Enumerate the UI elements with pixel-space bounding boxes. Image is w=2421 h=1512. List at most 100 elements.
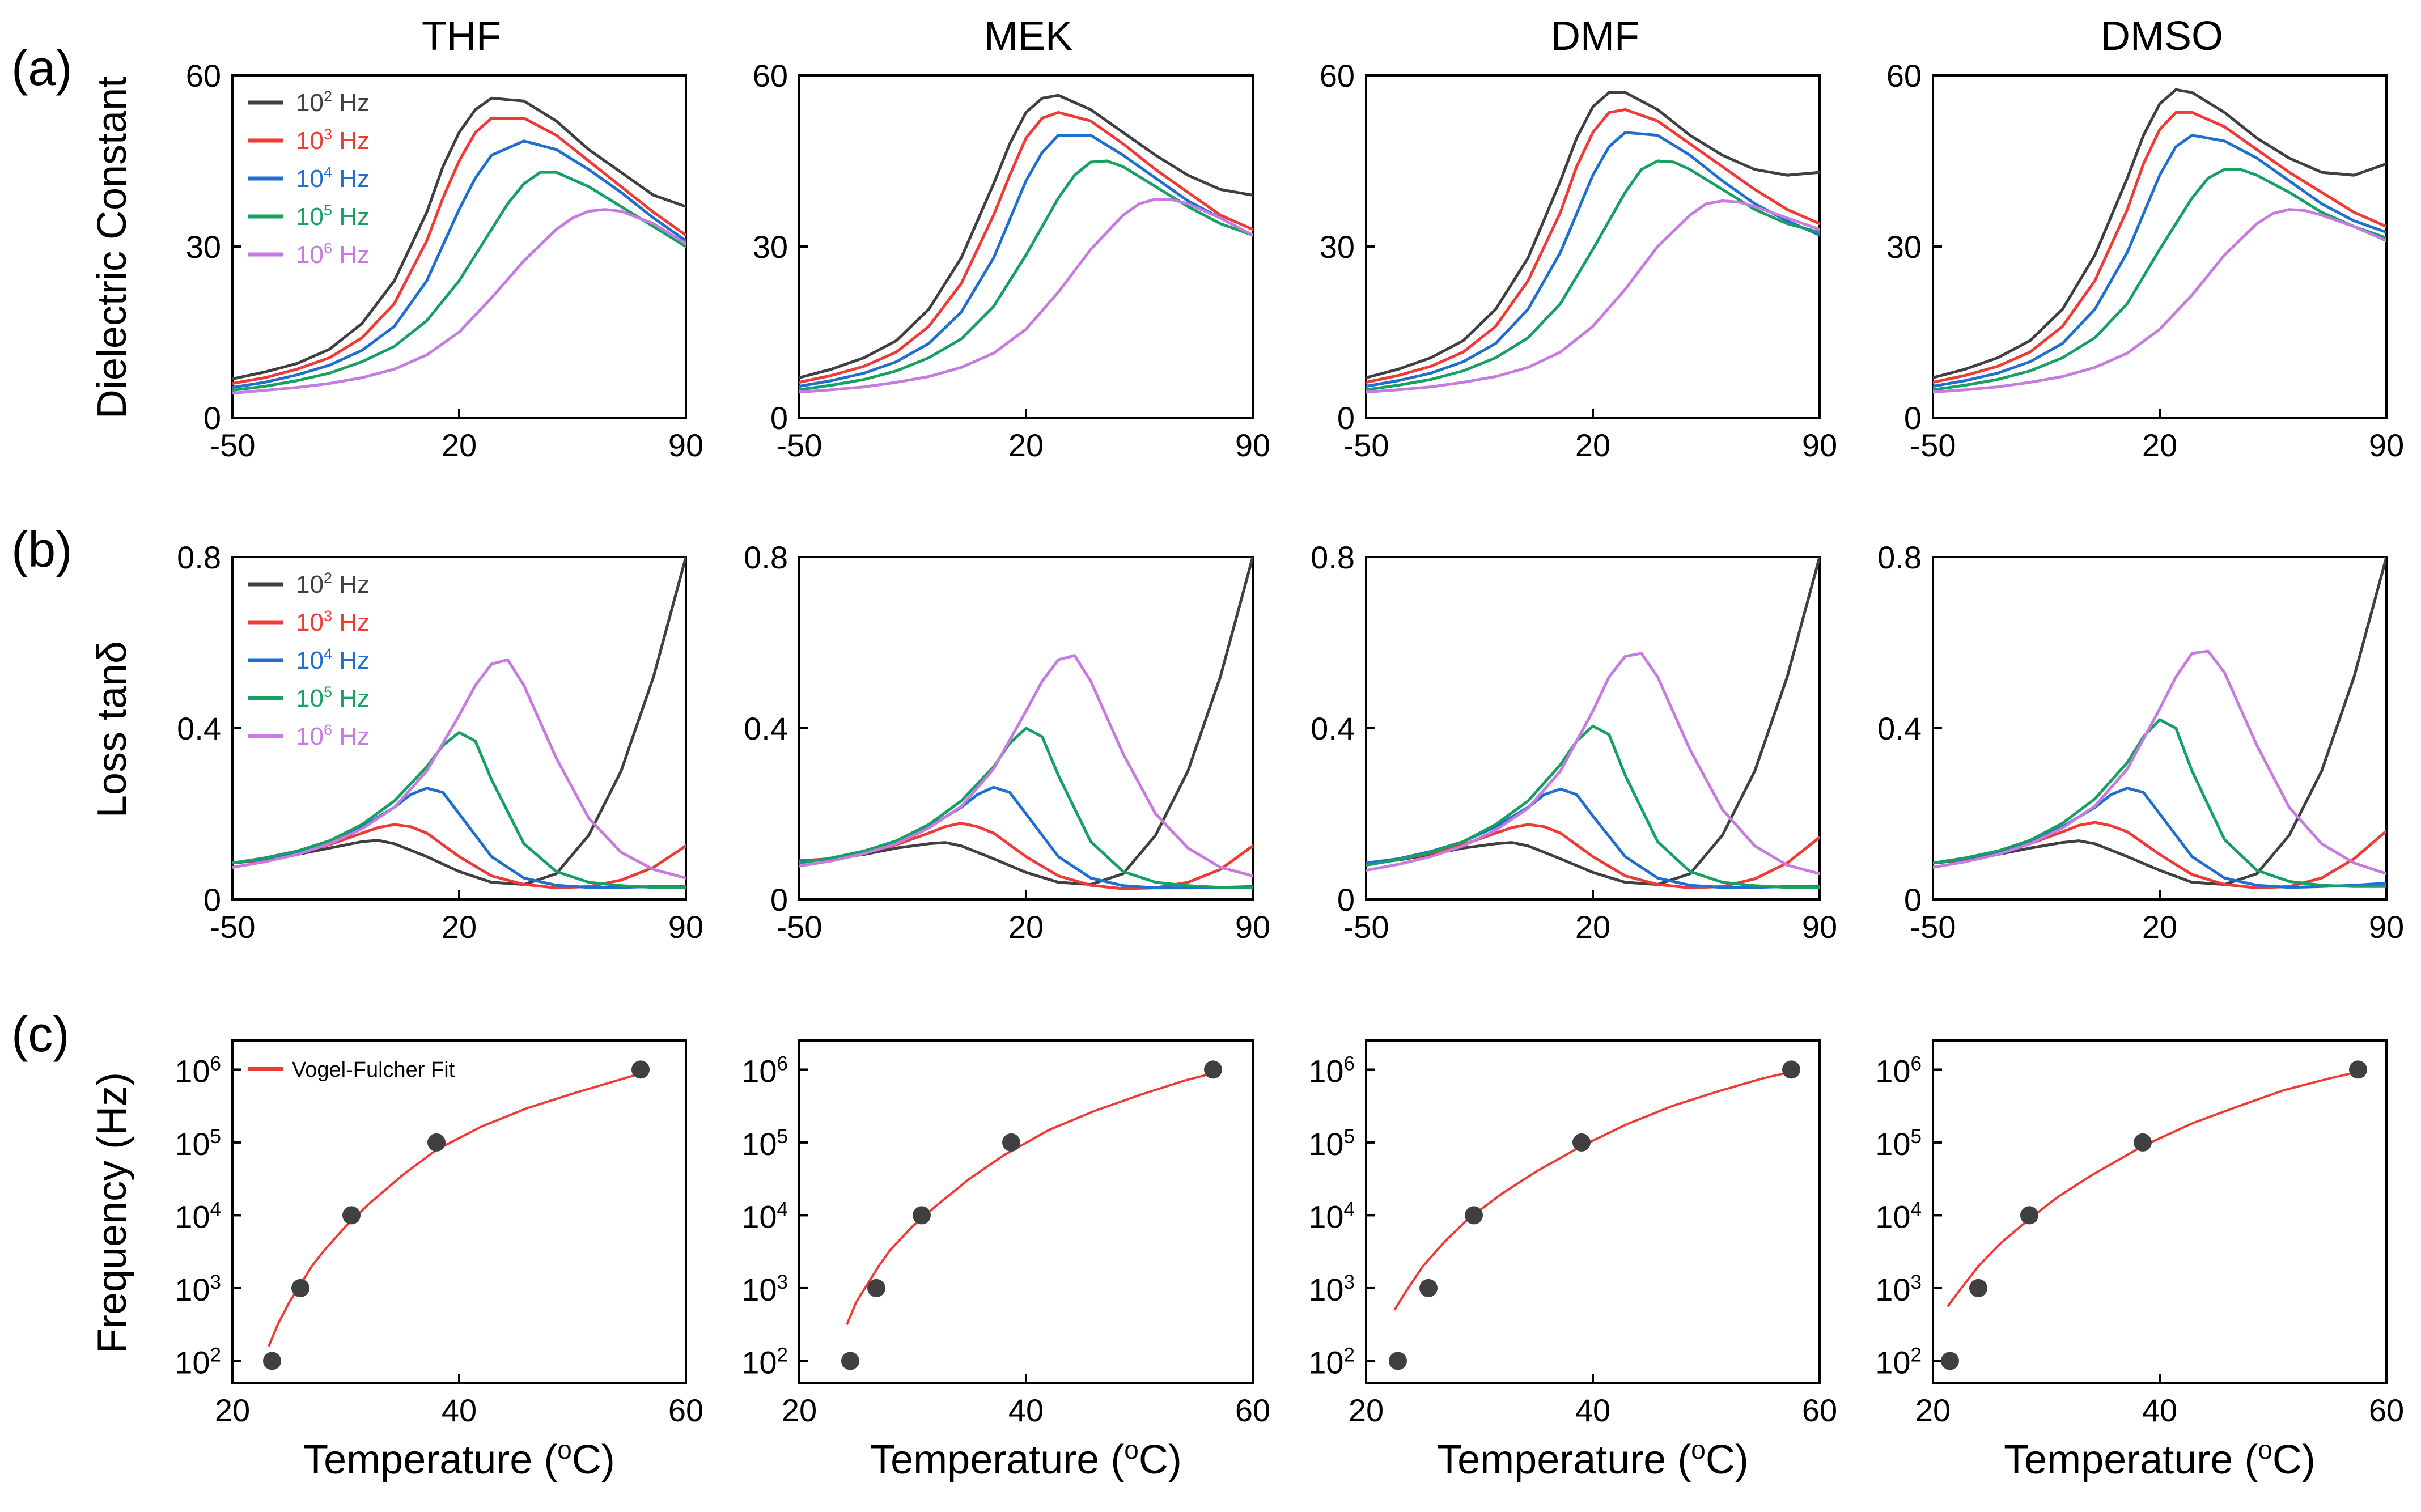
x-tick-label: 20 bbox=[2142, 909, 2177, 945]
data-point bbox=[913, 1206, 931, 1225]
series-line-10-3-hz bbox=[1366, 108, 1820, 384]
series-line-10-2-hz bbox=[799, 94, 1253, 379]
y-tick-label: 102 bbox=[1308, 1344, 1355, 1380]
panel-c-mek: 20 40 60 102 103 104 105 106 Temperature (oC) bbox=[741, 1039, 1270, 1483]
x-tick-label: 60 bbox=[1235, 1392, 1270, 1428]
x-tick-label: 20 bbox=[1008, 427, 1044, 463]
y-tick-label: 103 bbox=[1308, 1271, 1355, 1307]
x-tick-label: -50 bbox=[1343, 427, 1389, 463]
x-tick-label: 90 bbox=[668, 427, 703, 463]
data-point bbox=[2134, 1133, 2152, 1152]
x-tick-label: -50 bbox=[1910, 427, 1956, 463]
y-tick-label: 0 bbox=[203, 400, 221, 436]
vogel-fulcher-fit-line bbox=[1393, 1071, 1792, 1311]
x-tick-label: 60 bbox=[668, 1392, 703, 1428]
y-tick-label: 0 bbox=[1904, 882, 1922, 918]
panel-b-dmf: -50 20 90 0 0.4 0.8 bbox=[1311, 540, 1837, 945]
x-tick-label: 90 bbox=[1235, 909, 1270, 945]
vogel-fulcher-fit-line bbox=[268, 1072, 641, 1347]
y-tick-label: 0 bbox=[203, 882, 221, 918]
y-tick-label: 0.4 bbox=[1877, 711, 1922, 746]
y-tick-label: 106 bbox=[175, 1052, 221, 1089]
column-title-thf: THF bbox=[422, 14, 501, 59]
data-point bbox=[631, 1060, 650, 1079]
panel-a-dmso: -50 20 90 0 30 60 bbox=[1886, 58, 2404, 463]
x-tick-label: 90 bbox=[1235, 427, 1270, 463]
y-tick-label: 60 bbox=[753, 58, 788, 94]
legend-label: 105 Hz bbox=[296, 202, 370, 231]
series-line-10-5-hz bbox=[799, 727, 1253, 890]
x-tick-label: 60 bbox=[2369, 1392, 2404, 1428]
x-axis-label: Temperature (oC) bbox=[2004, 1435, 2316, 1483]
y-tick-label: 102 bbox=[741, 1344, 788, 1380]
legend-label: 106 Hz bbox=[296, 721, 370, 750]
data-point bbox=[1204, 1060, 1222, 1079]
series-line-10-4-hz bbox=[1933, 134, 2386, 388]
panel-c-thf: 20 40 60 102 103 104 105 106 Temperature (oC) Vog… bbox=[175, 1039, 703, 1483]
y-tick-label: 0 bbox=[770, 882, 788, 918]
y-tick-label: 0 bbox=[1337, 882, 1355, 918]
y-tick-label: 105 bbox=[1308, 1125, 1355, 1162]
y-tick-label: 103 bbox=[741, 1271, 788, 1307]
y-tick-label: 102 bbox=[175, 1344, 221, 1380]
y-tick-label: 60 bbox=[186, 58, 221, 94]
series-line-10-6-hz bbox=[799, 654, 1253, 877]
column-title-mek: MEK bbox=[984, 14, 1072, 59]
y-tick-label: 30 bbox=[1320, 229, 1355, 265]
data-point bbox=[342, 1206, 361, 1225]
series-line-10-2-hz bbox=[232, 96, 686, 380]
column-title-dmf: DMF bbox=[1551, 14, 1639, 59]
y-tick-label: 106 bbox=[741, 1052, 788, 1089]
series-line-10-4-hz bbox=[232, 139, 686, 389]
y-tick-label: 30 bbox=[753, 229, 788, 265]
panel-c-dmf: 20 40 60 102 103 104 105 106 Temperature (oC) bbox=[1308, 1039, 1837, 1483]
x-tick-label: 20 bbox=[1575, 909, 1610, 945]
legend-label: 103 Hz bbox=[296, 126, 370, 155]
legend-label: 106 Hz bbox=[296, 240, 370, 269]
x-tick-label: 20 bbox=[1008, 909, 1044, 945]
legend-label: 104 Hz bbox=[296, 164, 370, 193]
y-tick-label: 0.8 bbox=[177, 540, 221, 575]
series-line-10-5-hz bbox=[232, 171, 686, 392]
x-tick-label: 40 bbox=[2142, 1392, 2177, 1428]
legend-label: 105 Hz bbox=[296, 683, 370, 712]
series-line-10-5-hz bbox=[799, 159, 1253, 392]
x-tick-label: 90 bbox=[2369, 427, 2404, 463]
x-tick-label: 20 bbox=[442, 909, 477, 945]
row-label-c: (c) bbox=[11, 1006, 70, 1062]
x-tick-label: 20 bbox=[782, 1392, 817, 1428]
y-tick-label: 104 bbox=[1875, 1198, 1922, 1234]
x-tick-label: -50 bbox=[210, 427, 256, 463]
series-line-10-4-hz bbox=[1366, 131, 1820, 388]
series-line-10-6-hz bbox=[1933, 208, 2386, 394]
data-point bbox=[291, 1279, 309, 1297]
data-point bbox=[2020, 1206, 2038, 1225]
ylabel-row-a: Dielectric Constant bbox=[90, 77, 135, 419]
panel-c-dmso: 20 40 60 102 103 104 105 106 Temperature (oC) bbox=[1875, 1039, 2404, 1483]
x-tick-label: 20 bbox=[2142, 427, 2177, 463]
legend-label: 103 Hz bbox=[296, 608, 370, 636]
x-tick-label: -50 bbox=[777, 427, 822, 463]
row-label-a: (a) bbox=[11, 40, 73, 96]
x-tick-label: 90 bbox=[2369, 909, 2404, 945]
legend-label: Vogel-Fulcher Fit bbox=[292, 1058, 455, 1082]
y-tick-label: 30 bbox=[1886, 229, 1922, 265]
panel-b-thf: -50 20 90 0 0.4 0.8 102 Hz 103 Hz 104 Hz 105 Hz 10… bbox=[177, 540, 703, 945]
series-line-10-2-hz bbox=[799, 557, 1253, 886]
data-point bbox=[1002, 1133, 1020, 1152]
legend-label: 102 Hz bbox=[296, 88, 370, 117]
series-line-10-5-hz bbox=[1933, 718, 2386, 888]
series-line-10-3-hz bbox=[232, 117, 686, 385]
panel-b-dmso: -50 20 90 0 0.4 0.8 bbox=[1877, 540, 2404, 945]
y-tick-label: 60 bbox=[1320, 58, 1355, 94]
y-tick-label: 0.4 bbox=[177, 711, 221, 746]
series-line-10-5-hz bbox=[1366, 724, 1820, 890]
x-axis-label: Temperature (oC) bbox=[303, 1435, 615, 1483]
data-point bbox=[427, 1133, 446, 1152]
x-tick-label: -50 bbox=[777, 909, 822, 945]
series-line-10-5-hz bbox=[232, 731, 686, 890]
y-tick-label: 106 bbox=[1875, 1052, 1922, 1089]
x-tick-label: 60 bbox=[1802, 1392, 1837, 1428]
